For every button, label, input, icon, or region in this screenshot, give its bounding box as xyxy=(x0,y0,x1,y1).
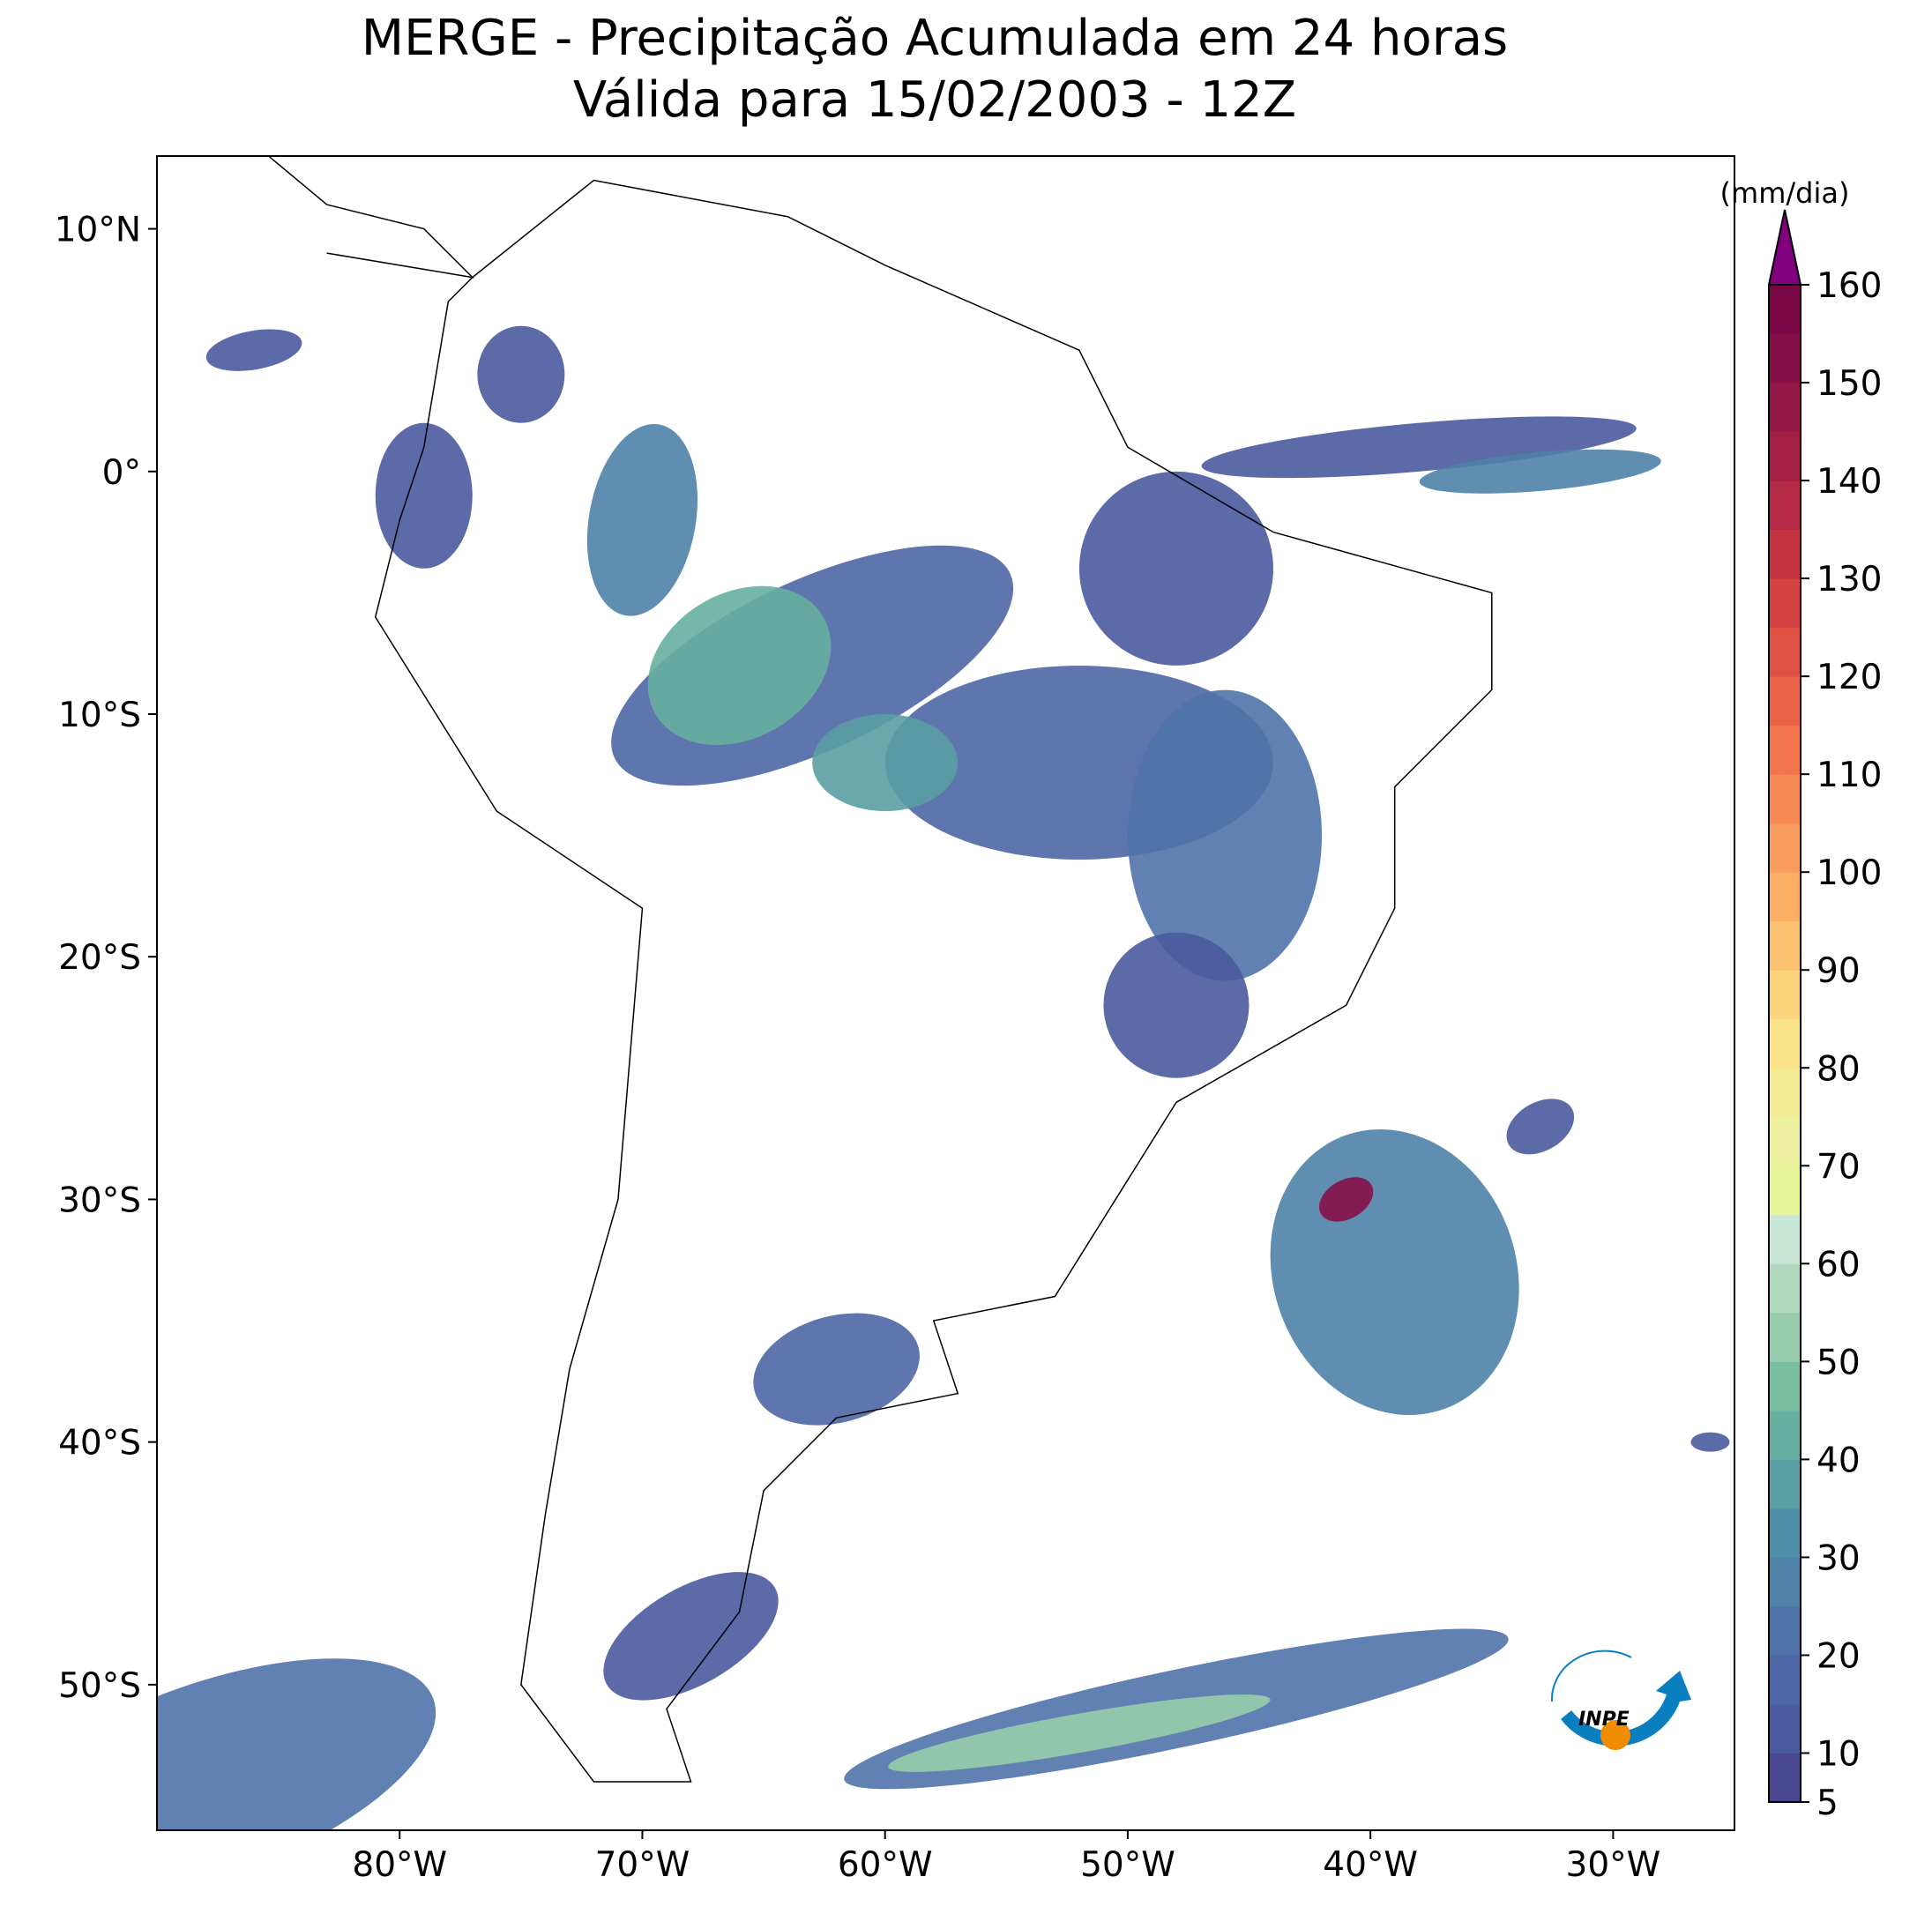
colorbar-segment xyxy=(1769,823,1801,873)
y-tick-label: 40°S xyxy=(58,1424,141,1463)
colorbar-tick-label: 5 xyxy=(1816,1784,1839,1823)
precip-area xyxy=(753,1313,920,1426)
colorbar-segment xyxy=(1769,970,1801,1020)
colorbar-segment xyxy=(1769,1459,1801,1509)
colorbar-segment xyxy=(1769,383,1801,433)
colorbar-segment xyxy=(1769,872,1801,922)
colorbar-segment xyxy=(1769,1116,1801,1166)
colorbar-segment xyxy=(1769,1166,1801,1216)
colorbar-tick-label: 90 xyxy=(1816,951,1861,991)
colorbar-tick-label: 100 xyxy=(1816,853,1882,893)
colorbar-segment xyxy=(1769,1410,1801,1460)
logo-orbit xyxy=(1550,1650,1632,1702)
y-tick-label: 30°S xyxy=(58,1180,141,1220)
y-tick-label: 0° xyxy=(102,453,141,493)
y-tick-label: 10°N xyxy=(55,211,141,250)
precip-area xyxy=(1201,416,1637,479)
colorbar-segment xyxy=(1769,1018,1801,1069)
precip-area xyxy=(1419,449,1661,494)
x-tick-label: 60°W xyxy=(838,1845,933,1885)
colorbar-label: (mm/dia) xyxy=(1720,176,1850,210)
x-tick-label: 50°W xyxy=(1080,1845,1175,1885)
colorbar-tick-label: 20 xyxy=(1816,1636,1861,1676)
colorbar-segment xyxy=(1769,920,1801,971)
colorbar-segment xyxy=(1769,1557,1801,1607)
colorbar-tick-label: 70 xyxy=(1816,1147,1861,1187)
colorbar-segment xyxy=(1769,1753,1801,1803)
colorbar-tick-label: 130 xyxy=(1816,560,1882,600)
colorbar-segment xyxy=(1769,1068,1801,1118)
precip-area xyxy=(1078,471,1273,666)
coastline xyxy=(374,179,1493,1783)
colorbar-frame xyxy=(1768,284,1801,1803)
map-frame xyxy=(156,155,1735,1831)
x-tick-label: 40°W xyxy=(1323,1845,1418,1885)
colorbar-tick-label: 110 xyxy=(1816,756,1882,795)
precip-area xyxy=(157,1658,436,1830)
colorbar-tick-label: 10 xyxy=(1816,1734,1861,1774)
colorbar-tick-label: 30 xyxy=(1816,1538,1861,1578)
precip-area xyxy=(812,714,959,812)
precip-area xyxy=(1103,932,1249,1078)
colorbar-segment xyxy=(1769,333,1801,384)
colorbar-segment xyxy=(1769,676,1801,726)
colorbar-tick-label: 50 xyxy=(1816,1343,1861,1382)
y-tick-label: 50°S xyxy=(58,1666,141,1706)
logo-dot xyxy=(1600,1720,1630,1750)
colorbar-segment xyxy=(1769,480,1801,531)
colorbar-segment xyxy=(1769,627,1801,677)
x-tick-label: 70°W xyxy=(595,1845,690,1885)
colorbar-extend xyxy=(1767,209,1802,286)
precip-area xyxy=(1690,1432,1730,1452)
colorbar-segment xyxy=(1769,1605,1801,1656)
colorbar-tick-label: 80 xyxy=(1816,1049,1861,1089)
colorbar-segment xyxy=(1769,578,1801,629)
map-content xyxy=(157,156,1730,1830)
precip-area xyxy=(1506,1099,1575,1155)
colorbar-segment xyxy=(1769,774,1801,824)
colorbar-segment xyxy=(1769,1703,1801,1754)
colorbar-tick-label: 140 xyxy=(1816,462,1882,502)
precip-area xyxy=(647,585,832,746)
title: MERGE - Precipitação Acumulada em 24 hor… xyxy=(362,10,1508,67)
precip-area xyxy=(888,1694,1271,1772)
colorbar-tick-label: 120 xyxy=(1816,658,1882,697)
precip-area xyxy=(1270,1128,1519,1416)
colorbar-segment xyxy=(1769,1263,1801,1314)
x-tick-label: 30°W xyxy=(1566,1845,1661,1885)
precip-area xyxy=(477,325,565,423)
coastline xyxy=(267,156,474,279)
colorbar-tick-label: 60 xyxy=(1816,1245,1861,1285)
subtitle: Válida para 15/02/2003 - 12Z xyxy=(573,71,1296,129)
colorbar-segment xyxy=(1769,1214,1801,1264)
colorbar-tick-label: 40 xyxy=(1816,1441,1861,1480)
colorbar-segment xyxy=(1769,1508,1801,1558)
colorbar-tick-label: 160 xyxy=(1816,266,1882,306)
precip-area xyxy=(586,423,698,616)
y-tick-label: 20°S xyxy=(58,938,141,978)
colorbar-segment xyxy=(1769,1361,1801,1411)
y-tick-label: 10°S xyxy=(58,696,141,735)
precip-area xyxy=(1128,689,1323,981)
precip-area xyxy=(603,1572,779,1701)
colorbar-tick-label: 150 xyxy=(1816,364,1882,404)
precip-area xyxy=(375,422,473,569)
colorbar-segment xyxy=(1769,431,1801,481)
colorbar-segment xyxy=(1769,1655,1801,1705)
colorbar-segment xyxy=(1769,1312,1801,1362)
precip-area xyxy=(1319,1177,1374,1222)
logo-arrow xyxy=(1561,1671,1691,1746)
precip-area xyxy=(205,329,302,371)
colorbar-segment xyxy=(1769,529,1801,579)
logo-text: INPE xyxy=(1578,1709,1630,1731)
x-tick-label: 80°W xyxy=(352,1845,447,1885)
colorbar-segment xyxy=(1769,725,1801,775)
colorbar-segment xyxy=(1769,285,1801,335)
